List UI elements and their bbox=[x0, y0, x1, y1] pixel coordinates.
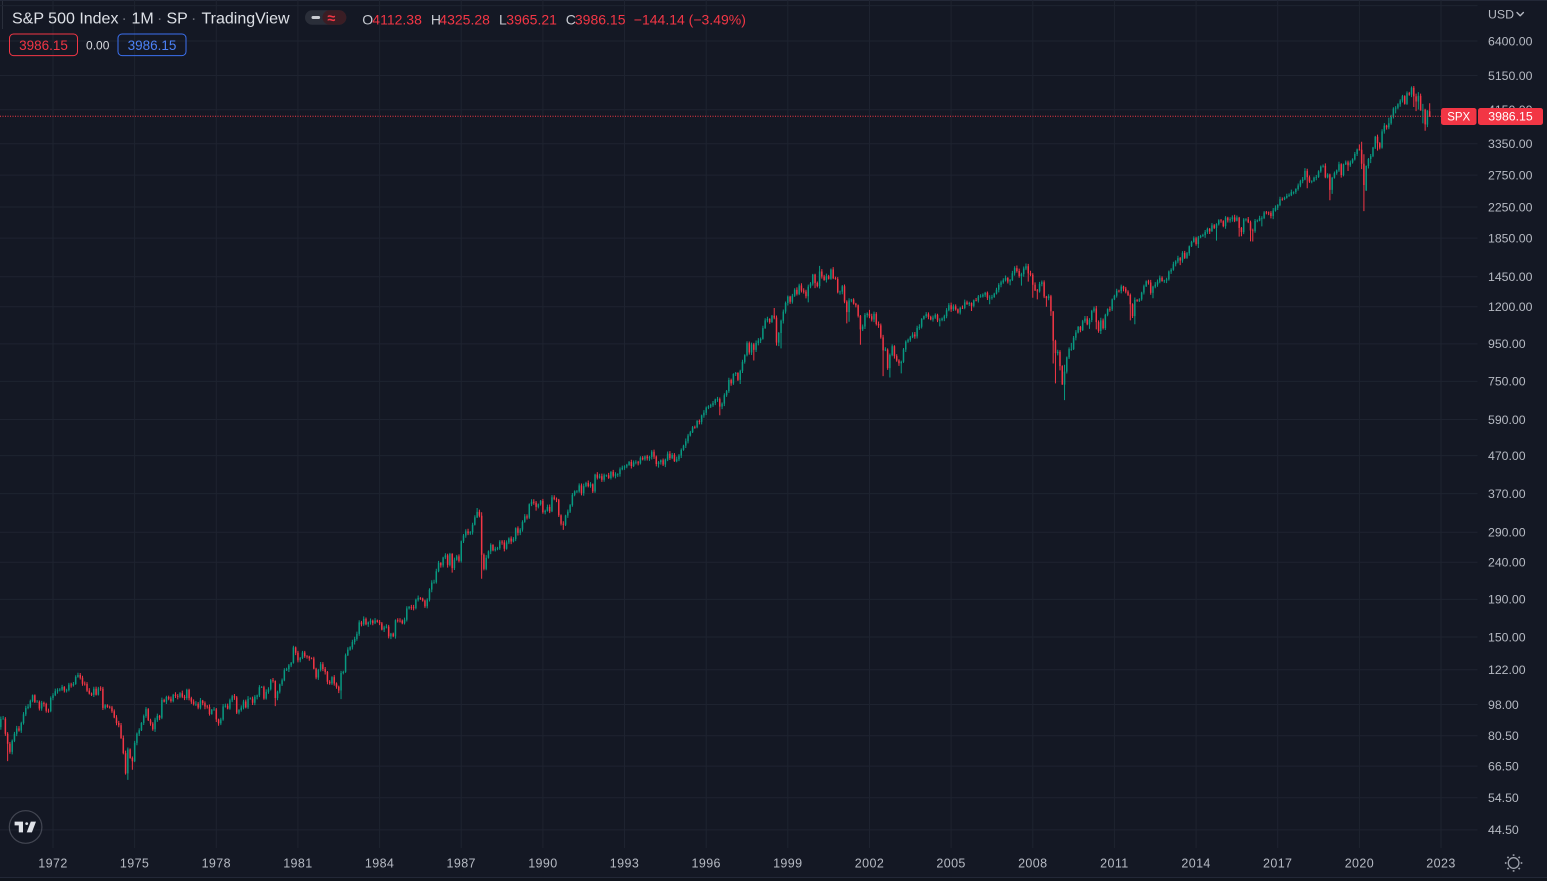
svg-text:4112.38: 4112.38 bbox=[372, 11, 422, 27]
svg-text:80.50: 80.50 bbox=[1488, 729, 1519, 743]
svg-text:290.00: 290.00 bbox=[1488, 526, 1526, 540]
svg-text:3986.15: 3986.15 bbox=[575, 11, 626, 27]
svg-text:1984: 1984 bbox=[365, 857, 394, 871]
svg-text:·: · bbox=[191, 10, 196, 27]
svg-text:C: C bbox=[566, 11, 576, 27]
svg-text:SP: SP bbox=[167, 10, 188, 27]
svg-text:750.00: 750.00 bbox=[1488, 375, 1526, 389]
svg-text:2250.00: 2250.00 bbox=[1488, 200, 1533, 214]
svg-text:3986.15: 3986.15 bbox=[128, 38, 177, 53]
svg-text:0.00: 0.00 bbox=[86, 38, 110, 52]
svg-text:3986.15: 3986.15 bbox=[1488, 110, 1533, 124]
svg-text:O: O bbox=[362, 11, 373, 27]
svg-text:2011: 2011 bbox=[1100, 857, 1128, 871]
svg-text:590.00: 590.00 bbox=[1488, 413, 1526, 427]
svg-text:4325.28: 4325.28 bbox=[439, 11, 490, 27]
svg-text:150.00: 150.00 bbox=[1488, 630, 1526, 644]
svg-text:1990: 1990 bbox=[528, 857, 557, 871]
svg-text:·: · bbox=[122, 10, 127, 27]
svg-text:3350.00: 3350.00 bbox=[1488, 137, 1533, 151]
svg-text:66.50: 66.50 bbox=[1488, 759, 1519, 773]
svg-text:3986.15: 3986.15 bbox=[19, 38, 68, 53]
svg-text:1996: 1996 bbox=[691, 857, 720, 871]
svg-text:L: L bbox=[499, 11, 507, 27]
svg-text:122.00: 122.00 bbox=[1488, 663, 1526, 677]
svg-text:2017: 2017 bbox=[1263, 857, 1292, 871]
svg-text:≈: ≈ bbox=[328, 11, 336, 27]
svg-text:1200.00: 1200.00 bbox=[1488, 300, 1533, 314]
svg-text:−144.14 (−3.49%): −144.14 (−3.49%) bbox=[634, 11, 746, 27]
svg-text:2750.00: 2750.00 bbox=[1488, 168, 1533, 182]
svg-text:SPX: SPX bbox=[1447, 112, 1470, 124]
svg-text:·: · bbox=[157, 10, 162, 27]
svg-text:370.00: 370.00 bbox=[1488, 487, 1526, 501]
svg-text:TradingView: TradingView bbox=[202, 10, 290, 27]
svg-text:1975: 1975 bbox=[120, 857, 149, 871]
svg-text:44.50: 44.50 bbox=[1488, 823, 1519, 837]
svg-text:3965.21: 3965.21 bbox=[506, 11, 557, 27]
svg-text:1978: 1978 bbox=[202, 857, 231, 871]
svg-text:2023: 2023 bbox=[1426, 857, 1455, 871]
svg-text:1972: 1972 bbox=[38, 857, 67, 871]
svg-text:1987: 1987 bbox=[446, 857, 475, 871]
svg-text:5150.00: 5150.00 bbox=[1488, 69, 1533, 83]
svg-text:2002: 2002 bbox=[855, 857, 884, 871]
svg-text:1993: 1993 bbox=[610, 857, 639, 871]
svg-text:240.00: 240.00 bbox=[1488, 556, 1526, 570]
svg-text:98.00: 98.00 bbox=[1488, 698, 1519, 712]
svg-text:USD: USD bbox=[1488, 7, 1514, 21]
svg-text:2014: 2014 bbox=[1181, 857, 1210, 871]
svg-text:6400.00: 6400.00 bbox=[1488, 34, 1533, 48]
svg-text:1981: 1981 bbox=[283, 857, 312, 871]
svg-text:1450.00: 1450.00 bbox=[1488, 270, 1533, 284]
svg-text:190.00: 190.00 bbox=[1488, 593, 1526, 607]
svg-text:2005: 2005 bbox=[936, 857, 965, 871]
svg-text:54.50: 54.50 bbox=[1488, 791, 1519, 805]
svg-text:S&P 500 Index: S&P 500 Index bbox=[12, 10, 118, 27]
svg-text:2020: 2020 bbox=[1345, 857, 1374, 871]
svg-text:H: H bbox=[431, 11, 441, 27]
svg-text:1999: 1999 bbox=[773, 857, 802, 871]
svg-text:2008: 2008 bbox=[1018, 857, 1047, 871]
svg-text:1850.00: 1850.00 bbox=[1488, 231, 1533, 245]
svg-text:950.00: 950.00 bbox=[1488, 337, 1526, 351]
svg-text:1M: 1M bbox=[132, 10, 154, 27]
svg-text:470.00: 470.00 bbox=[1488, 449, 1526, 463]
